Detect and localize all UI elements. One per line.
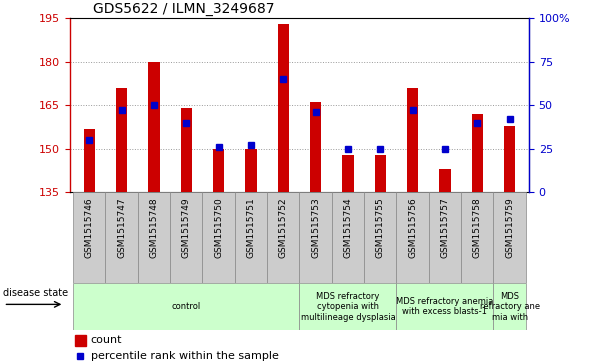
Text: GSM1515749: GSM1515749 [182,197,191,258]
Text: percentile rank within the sample: percentile rank within the sample [91,351,278,361]
Bar [504,126,515,192]
Text: GDS5622 / ILMN_3249687: GDS5622 / ILMN_3249687 [93,2,274,16]
FancyBboxPatch shape [332,192,364,283]
FancyBboxPatch shape [170,192,202,283]
FancyBboxPatch shape [73,283,300,330]
FancyBboxPatch shape [235,192,267,283]
FancyBboxPatch shape [300,192,332,283]
Text: MDS refractory
cytopenia with
multilineage dysplasia: MDS refractory cytopenia with multilinea… [300,292,395,322]
Text: GSM1515753: GSM1515753 [311,197,320,258]
FancyBboxPatch shape [73,192,105,283]
Text: GSM1515757: GSM1515757 [440,197,449,258]
Bar [84,129,95,192]
Bar [213,149,224,192]
FancyBboxPatch shape [494,283,526,330]
Bar [245,149,257,192]
Text: disease state: disease state [4,287,69,298]
Bar [407,88,418,192]
Bar [278,24,289,192]
FancyBboxPatch shape [267,192,300,283]
Text: GSM1515754: GSM1515754 [344,197,353,258]
Text: GSM1515755: GSM1515755 [376,197,385,258]
Text: MDS
refractory ane
mia with: MDS refractory ane mia with [480,292,540,322]
FancyBboxPatch shape [138,192,170,283]
FancyBboxPatch shape [429,192,461,283]
FancyBboxPatch shape [202,192,235,283]
Bar [472,114,483,192]
Text: GSM1515746: GSM1515746 [85,197,94,258]
Bar [148,62,160,192]
Text: GSM1515750: GSM1515750 [214,197,223,258]
Text: GSM1515758: GSM1515758 [473,197,482,258]
Bar [310,102,321,192]
Text: GSM1515751: GSM1515751 [246,197,255,258]
Text: count: count [91,335,122,345]
Bar [375,155,386,192]
FancyBboxPatch shape [396,283,494,330]
FancyBboxPatch shape [396,192,429,283]
Text: GSM1515756: GSM1515756 [408,197,417,258]
Text: GSM1515752: GSM1515752 [279,197,288,258]
Text: GSM1515748: GSM1515748 [150,197,159,258]
Bar [181,108,192,192]
Text: MDS refractory anemia
with excess blasts-1: MDS refractory anemia with excess blasts… [396,297,494,317]
Bar [75,335,86,346]
Bar [439,169,451,192]
Text: GSM1515759: GSM1515759 [505,197,514,258]
Text: control: control [171,302,201,311]
Text: GSM1515747: GSM1515747 [117,197,126,258]
FancyBboxPatch shape [364,192,396,283]
FancyBboxPatch shape [300,283,396,330]
FancyBboxPatch shape [494,192,526,283]
FancyBboxPatch shape [105,192,138,283]
Bar [342,155,354,192]
FancyBboxPatch shape [461,192,494,283]
Bar [116,88,127,192]
